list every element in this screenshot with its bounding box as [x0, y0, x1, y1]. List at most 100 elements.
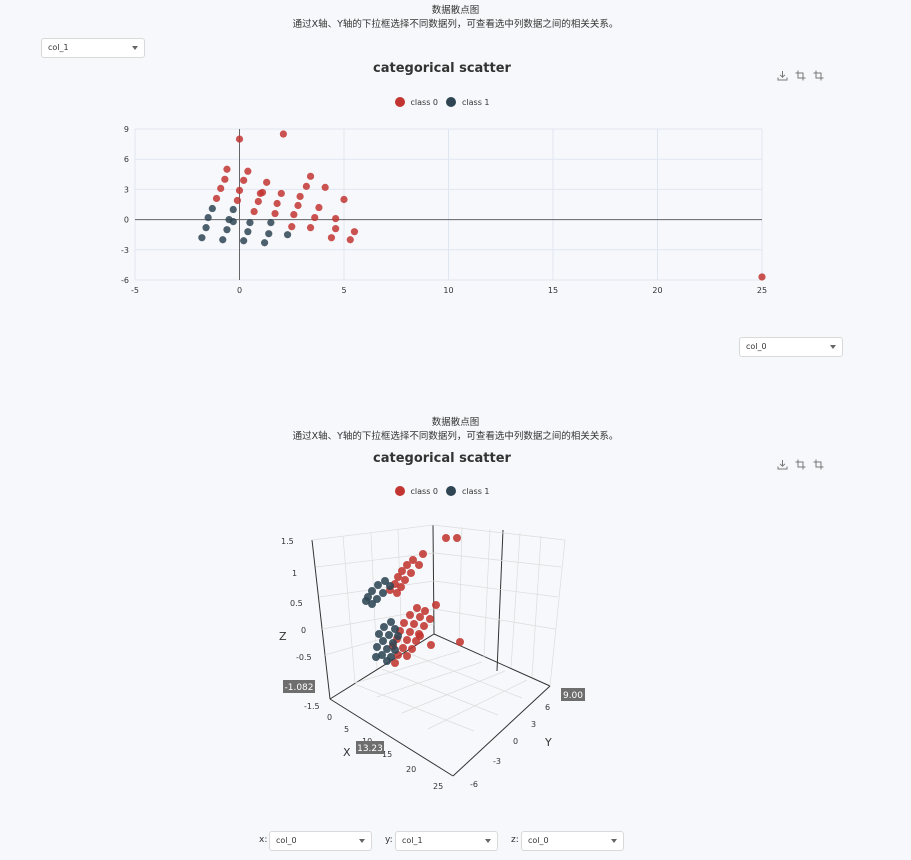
crop-icon[interactable]: [813, 455, 824, 470]
scatter3d-point-class0[interactable]: [415, 561, 423, 569]
scatter3d-point-class0[interactable]: [420, 622, 428, 630]
scatter-point-class0[interactable]: [271, 209, 279, 218]
scatter3d-point-class0[interactable]: [416, 613, 424, 621]
scatter3d-point-class0[interactable]: [401, 576, 409, 584]
download-icon[interactable]: [777, 455, 788, 470]
scatter3d-point-class1[interactable]: [383, 657, 391, 665]
scatter-point-class0[interactable]: [327, 234, 336, 242]
scatter3d-point-class1[interactable]: [381, 577, 389, 585]
scatter-point-class1[interactable]: [229, 218, 237, 226]
scatter-point-class0[interactable]: [340, 195, 348, 204]
scatter-point-class0[interactable]: [315, 203, 323, 212]
scatter3d-point-class0[interactable]: [408, 645, 416, 653]
scatter3d-point-class1[interactable]: [368, 587, 376, 595]
scatter3d-point-class1[interactable]: [380, 623, 388, 631]
scatter-point-class1[interactable]: [202, 224, 210, 232]
scatter-point-class0[interactable]: [212, 194, 221, 203]
scatter-point-class0[interactable]: [346, 236, 354, 244]
y-column-select[interactable]: col_1: [41, 38, 145, 58]
scatter-point-class1[interactable]: [244, 228, 252, 236]
scatter3d-point-class0[interactable]: [453, 534, 461, 542]
scatter-point-class1[interactable]: [265, 230, 273, 238]
scatter3d-point-class0[interactable]: [413, 604, 421, 612]
scatter3d-point-class0[interactable]: [393, 589, 401, 597]
crop-icon[interactable]: [795, 455, 806, 470]
scatter-point-class0[interactable]: [350, 228, 359, 236]
scatter3d-point-class0[interactable]: [403, 561, 411, 569]
scatter-point-class1[interactable]: [204, 213, 212, 222]
x-column-select[interactable]: col_0: [739, 337, 843, 357]
scatter-point-class0[interactable]: [221, 175, 229, 183]
scatter3d-point-class1[interactable]: [386, 582, 394, 590]
scatter-point-class1[interactable]: [267, 219, 275, 227]
scatter3d-point-class1[interactable]: [389, 639, 397, 647]
scatter-point-class0[interactable]: [263, 178, 271, 186]
scatter-point-class0[interactable]: [235, 186, 244, 195]
scatter3d-point-class1[interactable]: [368, 600, 376, 608]
scatter-chart-3d[interactable]: 1.5 1 0.5 0 -0.5 -1.5 Z 0 5 10 15 20 25 …: [0, 505, 911, 805]
scatter-point-class0[interactable]: [306, 172, 315, 180]
scatter3d-point-class1[interactable]: [391, 646, 399, 654]
scatter-point-class1[interactable]: [229, 205, 237, 214]
scatter-point-class0[interactable]: [235, 135, 244, 143]
scatter3d-point-class1[interactable]: [379, 637, 387, 645]
scatter3d-point-class0[interactable]: [398, 567, 406, 575]
scatter3d-point-class1[interactable]: [391, 625, 399, 633]
download-icon[interactable]: [777, 66, 788, 81]
scatter-point-class1[interactable]: [208, 204, 216, 213]
scatter3d-point-class0[interactable]: [407, 569, 415, 577]
scatter-point-class0[interactable]: [240, 176, 248, 184]
scatter-point-class0[interactable]: [273, 199, 281, 208]
scatter-point-class0[interactable]: [302, 182, 310, 190]
scatter3d-point-class0[interactable]: [432, 601, 440, 609]
scatter3d-point-class0[interactable]: [391, 659, 399, 667]
scatter-point-class0[interactable]: [332, 225, 340, 233]
scatter3d-point-class1[interactable]: [385, 631, 393, 639]
scatter3d-point-class0[interactable]: [421, 607, 429, 615]
scatter3d-point-class0[interactable]: [399, 644, 407, 652]
scatter3d-point-class0[interactable]: [406, 628, 414, 636]
legend-item-class1[interactable]: class 1: [446, 486, 490, 496]
scatter3d-point-class0[interactable]: [456, 638, 464, 646]
crop-icon[interactable]: [813, 66, 824, 81]
scatter-point-class0[interactable]: [244, 167, 252, 175]
scatter-point-class0[interactable]: [217, 184, 225, 192]
scatter-point-class1[interactable]: [260, 239, 269, 247]
scatter3d-point-class1[interactable]: [375, 630, 383, 638]
scatter3d-point-class0[interactable]: [427, 641, 435, 649]
scatter3d-point-class1[interactable]: [362, 597, 370, 605]
scatter-point-class0[interactable]: [290, 210, 298, 219]
legend-item-class1[interactable]: class 1: [446, 97, 490, 107]
scatter3d-point-class1[interactable]: [383, 645, 391, 653]
legend-item-class0[interactable]: class 0: [394, 486, 438, 496]
y-field-select[interactable]: col_1: [395, 831, 498, 851]
scatter-point-class1[interactable]: [283, 231, 292, 239]
scatter-point-class1[interactable]: [223, 226, 231, 234]
legend-item-class0[interactable]: class 0: [394, 97, 438, 107]
scatter-point-class0[interactable]: [758, 273, 766, 281]
scatter3d-point-class0[interactable]: [403, 652, 411, 660]
scatter3d-point-class0[interactable]: [403, 636, 411, 644]
scatter-point-class0[interactable]: [254, 197, 262, 206]
scatter-point-class0[interactable]: [288, 223, 296, 231]
scatter-point-class0[interactable]: [223, 165, 231, 173]
scatter3d-point-class0[interactable]: [426, 615, 434, 623]
scatter3d-point-class0[interactable]: [416, 632, 424, 640]
scatter3d-point-class0[interactable]: [410, 620, 418, 628]
scatter-point-class0[interactable]: [321, 183, 329, 191]
scatter3d-point-class0[interactable]: [442, 534, 450, 542]
scatter-point-class0[interactable]: [294, 201, 302, 210]
scatter-point-class0[interactable]: [296, 192, 304, 201]
scatter3d-point-class1[interactable]: [379, 589, 387, 597]
scatter3d-point-class1[interactable]: [372, 653, 380, 661]
scatter3d-point-class0[interactable]: [400, 619, 408, 627]
scatter-point-class1[interactable]: [240, 237, 248, 245]
scatter3d-point-class0[interactable]: [406, 611, 414, 619]
scatter3d-point-class1[interactable]: [373, 643, 381, 651]
scatter3d-point-class1[interactable]: [387, 618, 395, 626]
scatter3d-point-class0[interactable]: [394, 573, 402, 581]
scatter-point-class1[interactable]: [219, 236, 227, 244]
crop-icon[interactable]: [795, 66, 806, 81]
scatter-point-class0[interactable]: [233, 196, 242, 205]
scatter-point-class0[interactable]: [250, 207, 258, 216]
